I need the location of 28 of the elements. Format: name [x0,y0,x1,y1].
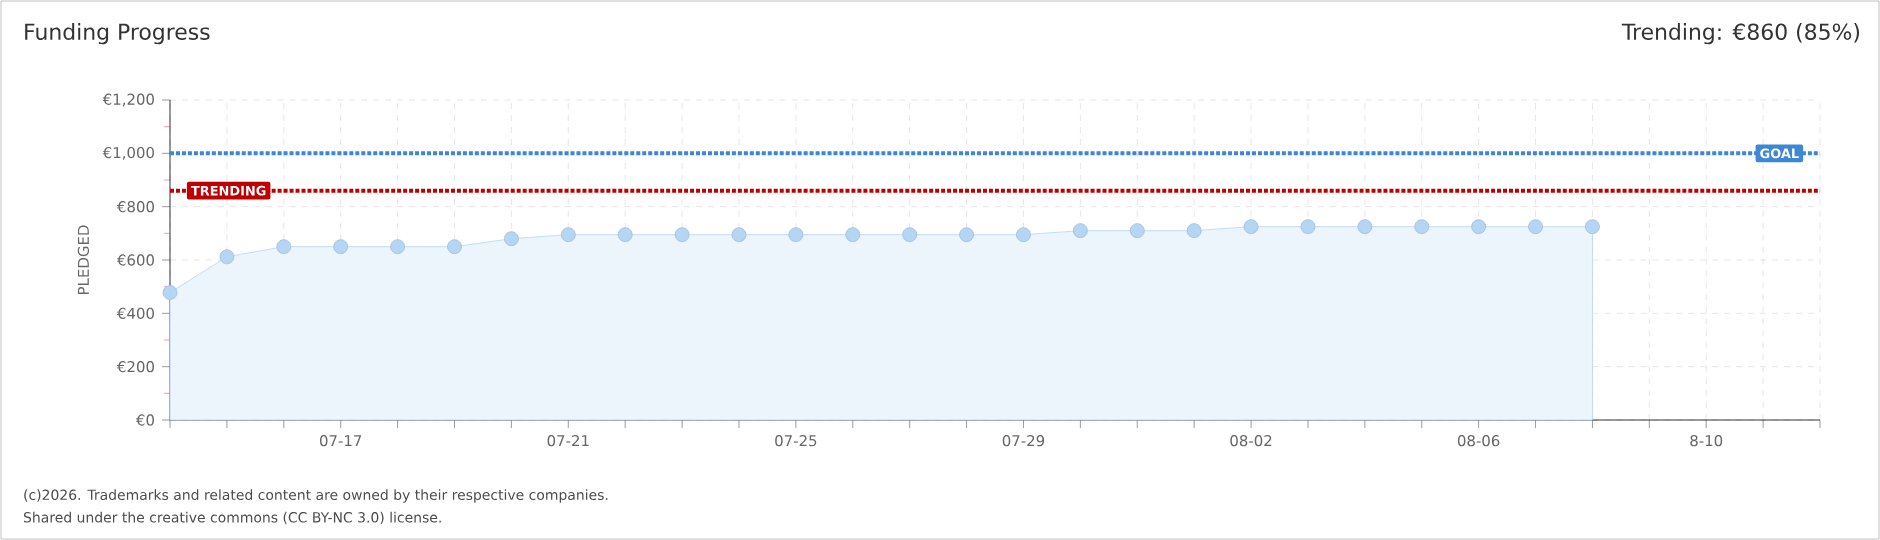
point [731,227,747,243]
point [219,249,235,265]
point [674,227,690,243]
point [1414,219,1430,235]
point [1585,219,1600,235]
point [560,227,576,243]
point [1471,219,1487,235]
point [959,227,974,243]
point [788,227,804,243]
point [390,239,405,255]
point [1129,223,1145,239]
point [1300,219,1316,235]
point [902,227,918,243]
chart-title: Funding Progress [25,23,210,45]
point [1072,223,1088,239]
point [1357,219,1373,235]
point [1186,223,1202,239]
point [276,239,292,255]
chart-subtitle: Trending: €860 (85%) [1621,23,1860,45]
point [1016,227,1031,243]
point [504,231,519,247]
point [1243,219,1259,235]
point [333,239,349,255]
point [845,227,861,243]
point [162,285,178,300]
point [1528,219,1543,235]
point [447,239,462,255]
point [617,227,633,243]
